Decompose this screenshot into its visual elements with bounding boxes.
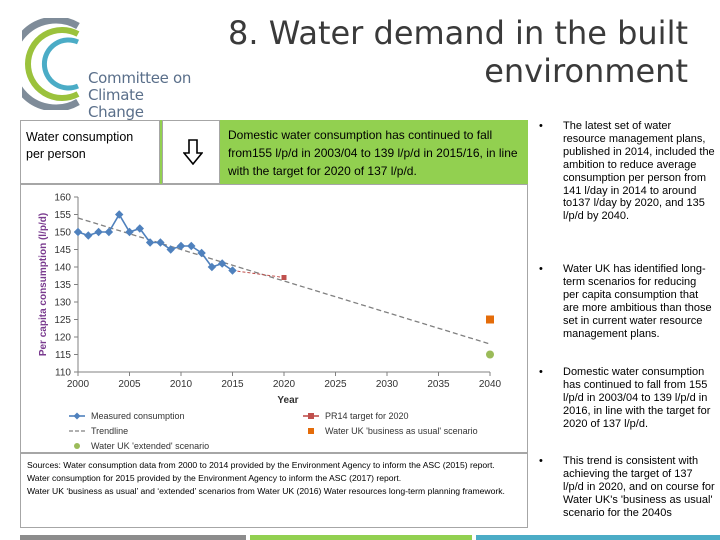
measured-point: [73, 227, 83, 237]
x-tick-label: 2025: [324, 379, 347, 390]
measured-point: [197, 248, 206, 258]
x-tick-label: 2010: [170, 379, 193, 390]
logo-text-line-2: Climate Change: [88, 86, 144, 121]
y-tick-label: 120: [54, 333, 71, 344]
bullet-item: • Domestic water consumption has continu…: [535, 366, 715, 431]
bau-scenario-point: [486, 315, 494, 324]
y-tick-label: 115: [55, 350, 71, 361]
chart-box: 110 115 120 125 130 135 140 145 150 155 160 2000 200…: [20, 184, 528, 453]
legend-extended-marker: [74, 443, 80, 449]
x-axis-label: Year: [277, 395, 298, 406]
bullet-item: • This trend is consistent with achievin…: [535, 455, 715, 520]
y-axis-label: Per capita consumption (l/p/d): [38, 213, 49, 356]
measured-point: [135, 224, 144, 233]
footer-bar-grey: [20, 535, 246, 540]
y-tick-label: 135: [54, 280, 71, 291]
logo-text: Committee on Climate Change: [88, 70, 194, 121]
bullet-dot: •: [539, 120, 543, 132]
y-tick-label: 150: [54, 228, 71, 239]
legend-bau-marker: [308, 428, 314, 434]
x-tick-label: 2030: [376, 379, 399, 390]
measured-point: [176, 241, 186, 251]
pr14-target-point: [281, 275, 287, 280]
sources-line-3: Water UK ‘business as usual’ and ‘extend…: [27, 486, 505, 496]
measured-point: [84, 231, 93, 240]
x-tick-label: 2000: [67, 379, 90, 390]
measured-point: [115, 210, 124, 219]
bullet-text: This trend is consistent with achieving …: [563, 455, 715, 519]
y-tick-label: 145: [54, 245, 71, 256]
bullet-dot: •: [539, 366, 543, 378]
trendline: [77, 217, 491, 345]
x-tick-label: 2005: [118, 379, 141, 390]
target-connector-line: [232, 270, 285, 278]
bullet-dot: •: [539, 263, 543, 275]
legend-measured-marker: [73, 412, 81, 420]
bullet-text: Domestic water consumption has continued…: [563, 366, 711, 430]
measured-point: [94, 227, 103, 237]
bullet-item: • Water UK has identified long-term scen…: [535, 263, 715, 340]
sources-box: Sources: Water consumption data from 200…: [20, 453, 528, 528]
down-arrow-icon: [183, 139, 203, 165]
y-tick-label: 110: [55, 368, 71, 379]
sources-line-2: Water consumption for 2015 provided by t…: [27, 473, 402, 483]
legend-pr14-label: PR14 target for 2020: [325, 411, 409, 421]
domestic-consumption-text: Domestic water consumption has continued…: [222, 120, 528, 184]
x-tick-label: 2020: [273, 379, 296, 390]
extended-scenario-point: [486, 350, 494, 359]
measured-point: [228, 266, 237, 275]
logo-text-line-1: Committee on: [88, 69, 192, 87]
y-tick-label: 140: [54, 263, 71, 274]
bullet-dot: •: [539, 455, 543, 467]
y-tick-label: 130: [54, 298, 71, 309]
measured-point: [218, 259, 227, 268]
arrow-box: [162, 120, 220, 184]
bullet-item: • The latest set of water resource manag…: [535, 120, 715, 223]
measured-point: [166, 245, 175, 254]
measured-point: [207, 262, 217, 272]
measured-point: [104, 227, 114, 237]
slide-title: 8. Water demand in the built environment: [228, 14, 688, 90]
consumption-label: Water consumption per person: [20, 120, 160, 184]
ccc-logo: Committee on Climate Change: [8, 16, 194, 121]
y-tick-label: 125: [54, 315, 71, 326]
measured-point: [187, 241, 196, 251]
legend-measured-label: Measured consumption: [91, 411, 185, 421]
legend-trendline-label: Trendline: [91, 426, 128, 436]
x-tick-label: 2035: [427, 379, 450, 390]
measured-point: [145, 238, 155, 247]
y-tick-label: 160: [54, 193, 71, 204]
footer-bar-green: [250, 535, 472, 540]
x-tick-label: 2040: [479, 379, 502, 390]
legend-pr14-marker: [308, 413, 314, 419]
footer-bar-teal: [476, 535, 720, 540]
legend-extended-label: Water UK 'extended' scenario: [91, 441, 209, 451]
sources-line-1: Sources: Water consumption data from 200…: [27, 460, 495, 470]
x-tick-label: 2015: [221, 379, 244, 390]
bullet-text: Water UK has identified long-term scenar…: [563, 263, 712, 340]
legend-bau-label: Water UK 'business as usual' scenario: [325, 426, 478, 436]
bullet-text: The latest set of water resource managem…: [563, 120, 715, 223]
measured-consumption-line: [77, 212, 233, 272]
consumption-chart: 110 115 120 125 130 135 140 145 150 155 160 2000 200…: [38, 193, 502, 452]
y-tick-label: 155: [54, 210, 71, 221]
